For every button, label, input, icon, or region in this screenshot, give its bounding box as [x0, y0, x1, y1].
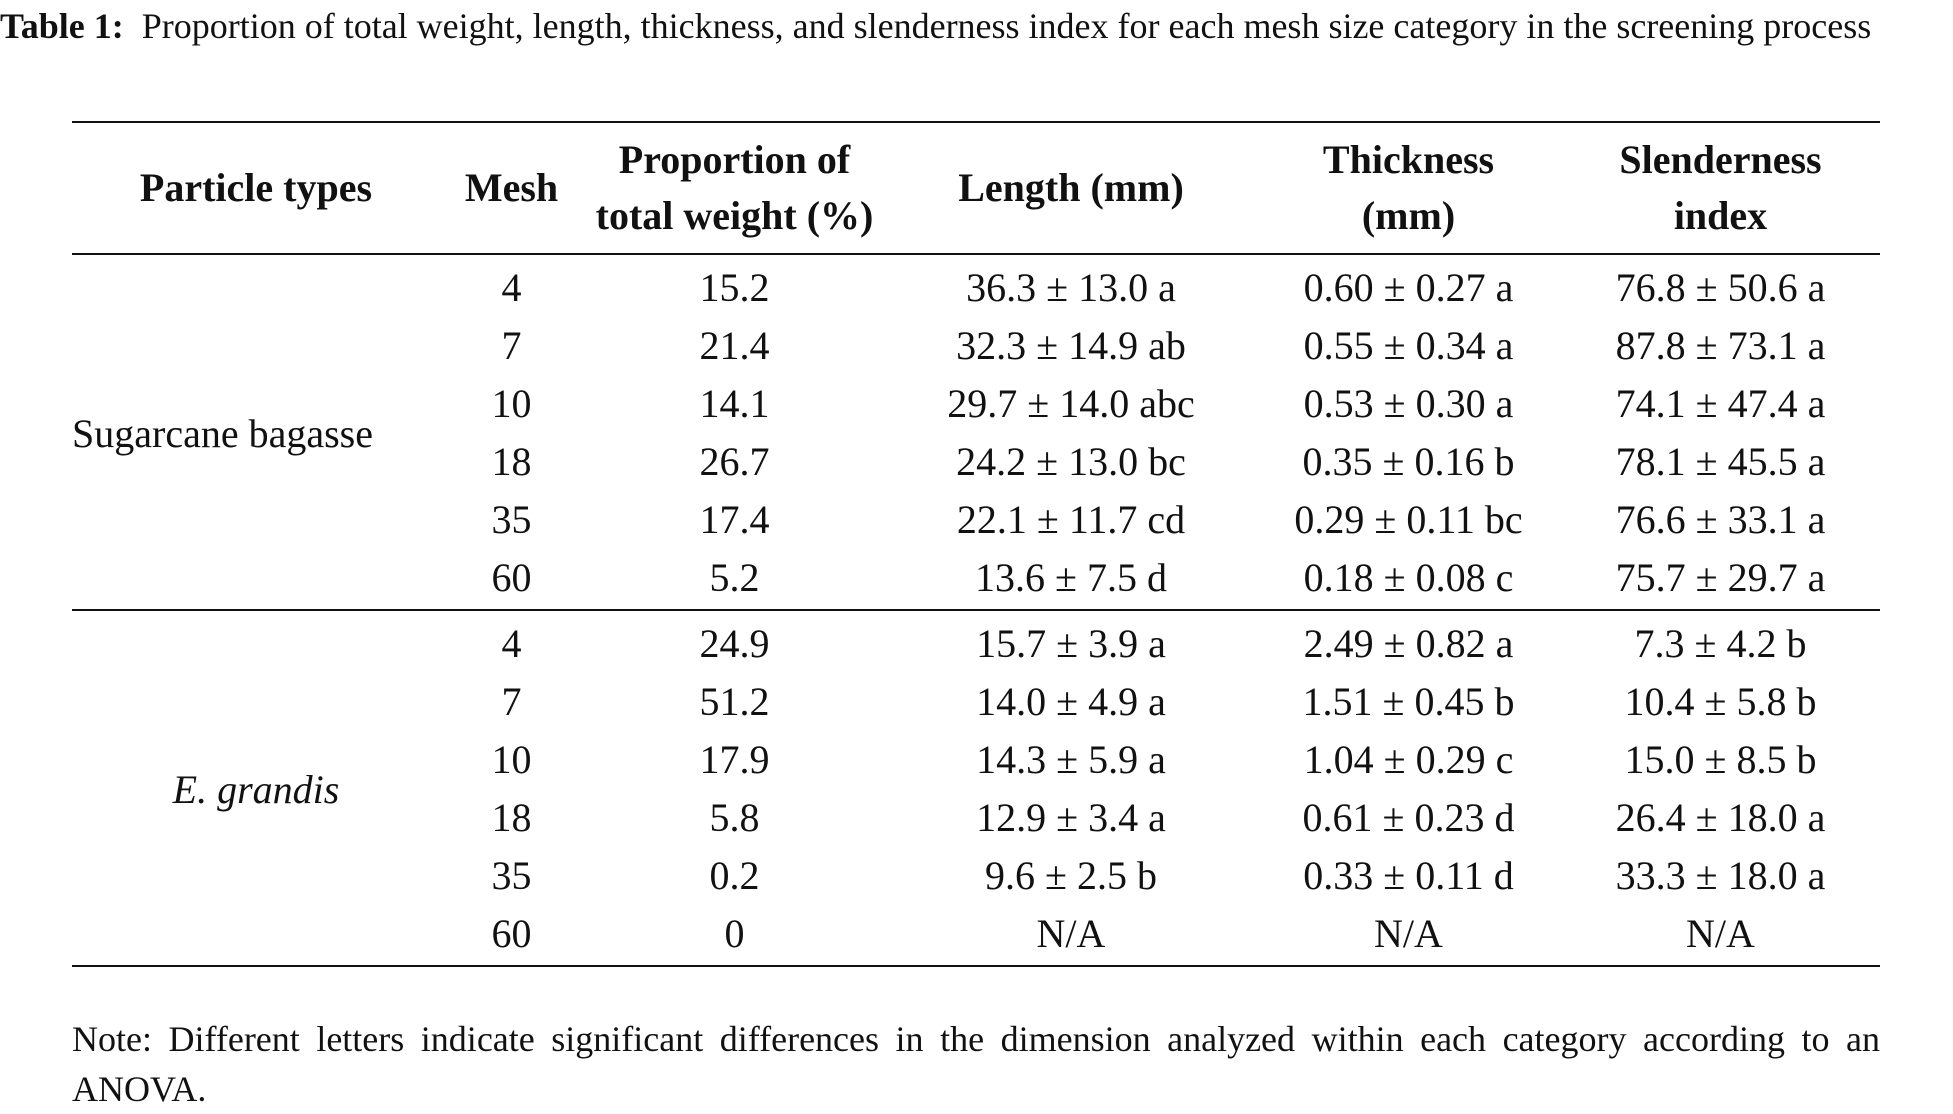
header-particle-types-label: Particle types [139, 165, 373, 210]
group-sugarcane-bagasse: Sugarcane bagasse 4 15.2 36.3 ± 13.0 a 0… [72, 254, 1880, 610]
header-length: Length (mm) [886, 122, 1256, 254]
header-mesh: Mesh [440, 122, 583, 254]
length-cell: 13.6 ± 7.5 d [975, 555, 1167, 600]
thickness-cell: 2.49 ± 0.82 a [1303, 621, 1514, 666]
slenderness-cell: 15.0 ± 8.5 b [1624, 737, 1817, 782]
header-thickness: Thickness (mm) [1256, 122, 1561, 254]
header-proportion-line2: total weight (%) [595, 193, 874, 238]
mesh-cell: 18 [491, 795, 532, 840]
header-thickness-line2: (mm) [1361, 193, 1456, 238]
thickness-cell: 0.60 ± 0.27 a [1303, 265, 1514, 310]
header-mesh-label: Mesh [464, 165, 559, 210]
thickness-cell: 0.61 ± 0.23 d [1302, 795, 1515, 840]
proportion-cell: 5.8 [709, 795, 760, 840]
thickness-cell: 1.51 ± 0.45 b [1302, 679, 1515, 724]
table-row: 10 17.9 14.3 ± 5.9 a 1.04 ± 0.29 c 15.0 … [72, 731, 1880, 789]
header-length-label: Length (mm) [958, 165, 1184, 210]
mesh-cell: 4 [501, 265, 522, 310]
length-cell: 32.3 ± 14.9 ab [956, 323, 1186, 368]
table-caption: Table 1: Proportion of total weight, len… [0, 0, 1953, 52]
thickness-cell: 0.29 ± 0.11 bc [1294, 497, 1523, 542]
mesh-cell: 10 [491, 737, 532, 782]
mesh-cell: 35 [491, 853, 532, 898]
length-cell: 15.7 ± 3.9 a [976, 621, 1166, 666]
header-particle-types: Particle types [72, 122, 440, 254]
thickness-cell: 0.55 ± 0.34 a [1303, 323, 1514, 368]
length-cell: 14.0 ± 4.9 a [976, 679, 1166, 724]
table-row: Sugarcane bagasse 4 15.2 36.3 ± 13.0 a 0… [72, 254, 1880, 456]
length-cell: N/A [1036, 911, 1106, 956]
table-row: 18 26.7 24.2 ± 13.0 bc 0.35 ± 0.16 b 78.… [72, 433, 1880, 491]
header-thickness-line1: Thickness [1322, 137, 1495, 182]
mesh-cell: 7 [501, 323, 522, 368]
thickness-cell: 0.18 ± 0.08 c [1303, 555, 1514, 600]
table-row: 60 5.2 13.6 ± 7.5 d 0.18 ± 0.08 c 75.7 ±… [72, 549, 1880, 610]
proportion-cell: 14.1 [699, 381, 770, 426]
proportion-cell: 0.2 [709, 853, 760, 898]
particle-type-cell: E. grandis [172, 767, 340, 812]
proportion-cell: 17.9 [699, 737, 770, 782]
header-proportion-line1: Proportion of [618, 137, 851, 182]
data-table: Particle types Mesh Proportion of total w… [72, 121, 1880, 967]
table-header: Particle types Mesh Proportion of total w… [72, 122, 1880, 254]
proportion-cell: 17.4 [699, 497, 770, 542]
length-cell: 12.9 ± 3.4 a [976, 795, 1166, 840]
slenderness-cell: 74.1 ± 47.4 a [1615, 381, 1826, 426]
table-row: 10 14.1 29.7 ± 14.0 abc 0.53 ± 0.30 a 74… [72, 375, 1880, 433]
header-slenderness-line1: Slenderness [1619, 137, 1822, 182]
caption-label: Table 1: [0, 6, 124, 46]
slenderness-cell: 33.3 ± 18.0 a [1615, 853, 1826, 898]
mesh-cell: 60 [491, 911, 532, 956]
table-row: 60 0 N/A N/A N/A [72, 905, 1880, 966]
length-cell: 24.2 ± 13.0 bc [956, 439, 1186, 484]
length-cell: 29.7 ± 14.0 abc [947, 381, 1195, 426]
mesh-cell: 60 [491, 555, 532, 600]
slenderness-cell: 10.4 ± 5.8 b [1624, 679, 1817, 724]
header-slenderness: Slenderness index [1561, 122, 1880, 254]
mesh-cell: 35 [491, 497, 532, 542]
proportion-cell: 15.2 [699, 265, 770, 310]
slenderness-cell: 26.4 ± 18.0 a [1615, 795, 1826, 840]
length-cell: 22.1 ± 11.7 cd [956, 497, 1186, 542]
thickness-cell: 0.53 ± 0.30 a [1303, 381, 1514, 426]
proportion-cell: 5.2 [709, 555, 760, 600]
table-row: 35 0.2 9.6 ± 2.5 b 0.33 ± 0.11 d 33.3 ± … [72, 847, 1880, 905]
slenderness-cell: 76.8 ± 50.6 a [1615, 265, 1826, 310]
length-cell: 36.3 ± 13.0 a [966, 265, 1176, 310]
proportion-cell: 21.4 [699, 323, 770, 368]
proportion-cell: 0 [724, 911, 745, 956]
table-note: Note: Different letters indicate signifi… [72, 1019, 1880, 1109]
thickness-cell: N/A [1374, 911, 1443, 956]
table-row: 7 51.2 14.0 ± 4.9 a 1.51 ± 0.45 b 10.4 ±… [72, 673, 1880, 731]
data-table-container: Particle types Mesh Proportion of total w… [72, 121, 1880, 967]
slenderness-cell: 76.6 ± 33.1 a [1615, 497, 1826, 542]
group-e-grandis: E. grandis 4 24.9 15.7 ± 3.9 a 2.49 ± 0.… [72, 610, 1880, 966]
table-row: 7 21.4 32.3 ± 14.9 ab 0.55 ± 0.34 a 87.8… [72, 317, 1880, 375]
table-row: 18 5.8 12.9 ± 3.4 a 0.61 ± 0.23 d 26.4 ±… [72, 789, 1880, 847]
thickness-cell: 1.04 ± 0.29 c [1303, 737, 1514, 782]
slenderness-cell: 87.8 ± 73.1 a [1615, 323, 1826, 368]
particle-type-cell: Sugarcane bagasse [72, 411, 373, 456]
proportion-cell: 24.9 [699, 621, 770, 666]
mesh-cell: 10 [491, 381, 532, 426]
header-slenderness-line2: index [1673, 193, 1768, 238]
length-cell: 9.6 ± 2.5 b [985, 853, 1157, 898]
caption-text: Proportion of total weight, length, thic… [141, 6, 1872, 46]
slenderness-cell: 7.3 ± 4.2 b [1634, 621, 1807, 666]
mesh-cell: 7 [501, 679, 522, 724]
proportion-cell: 26.7 [699, 439, 770, 484]
table-row: E. grandis 4 24.9 15.7 ± 3.9 a 2.49 ± 0.… [72, 610, 1880, 812]
slenderness-cell: 75.7 ± 29.7 a [1615, 555, 1826, 600]
slenderness-cell: N/A [1686, 911, 1755, 956]
thickness-cell: 0.33 ± 0.11 d [1303, 853, 1514, 898]
header-row: Particle types Mesh Proportion of total w… [72, 122, 1880, 254]
mesh-cell: 18 [491, 439, 532, 484]
length-cell: 14.3 ± 5.9 a [976, 737, 1166, 782]
thickness-cell: 0.35 ± 0.16 b [1302, 439, 1515, 484]
header-proportion: Proportion of total weight (%) [583, 122, 886, 254]
slenderness-cell: 78.1 ± 45.5 a [1615, 439, 1826, 484]
mesh-cell: 4 [501, 621, 522, 666]
table-row: 35 17.4 22.1 ± 11.7 cd 0.29 ± 0.11 bc 76… [72, 491, 1880, 549]
proportion-cell: 51.2 [699, 679, 770, 724]
